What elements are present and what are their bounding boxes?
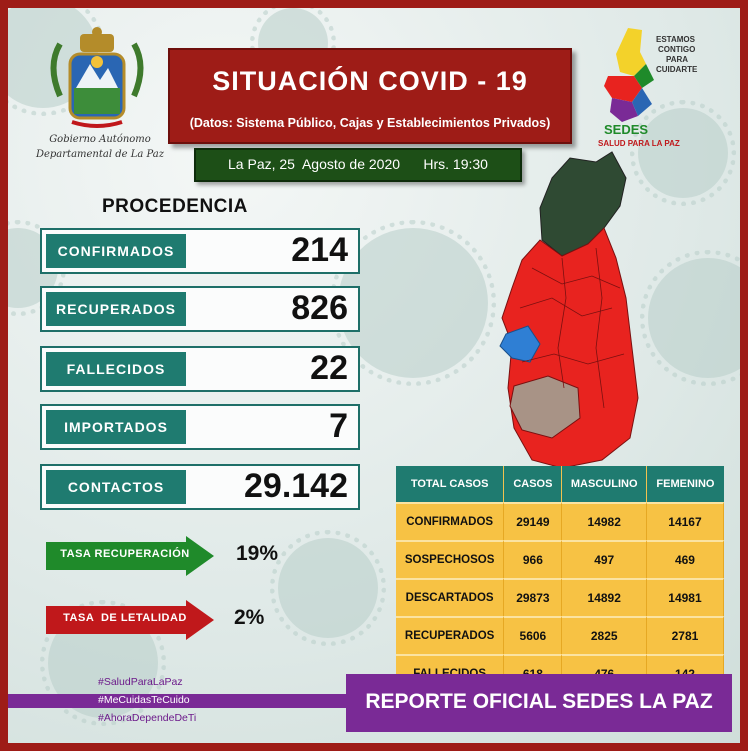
table-cell: 29873	[504, 578, 563, 616]
lethality-rate-arrow: TASA DE LETALIDAD	[46, 600, 216, 640]
arrow-right-icon	[46, 600, 214, 640]
crest-caption: Gobierno Autónomo Departamental de La Pa…	[30, 132, 170, 162]
sedes-tagline-2: CONTIGO	[658, 45, 695, 54]
sedes-logo-icon: ESTAMOS CONTIGO PARA CUIDARTE SEDES SALU…	[598, 28, 698, 148]
table-row: CONFIRMADOS 29149 14982 14167	[396, 502, 724, 540]
table-cell: 469	[646, 540, 724, 578]
crest-caption-line2: Departamental de La Paz	[35, 149, 165, 160]
page-subtitle: (Datos: Sistema Público, Cajas y Estable…	[189, 116, 551, 130]
virus-background-icon	[630, 100, 736, 206]
lethality-rate-label: TASA DE LETALIDAD	[63, 612, 187, 624]
stat-value: 22	[310, 349, 348, 387]
recovery-rate-arrow: TASA RECUPERACIÓN	[46, 536, 216, 576]
report-title: REPORTE OFICIAL SEDES LA PAZ	[365, 690, 713, 713]
table-cell: 497	[562, 540, 647, 578]
hashtag: #SaludParaLaPaz	[98, 676, 183, 688]
title-banner: SITUACIÓN COVID - 19 (Datos: Sistema Púb…	[168, 48, 572, 144]
la-paz-department-map	[499, 151, 639, 469]
table-cell: DESCARTADOS	[396, 578, 505, 616]
table-header-cell: MASCULINO	[562, 466, 647, 502]
arrow-right-icon	[46, 536, 214, 576]
stat-value: 29.142	[244, 467, 348, 505]
sedes-slogan: SALUD PARA LA PAZ	[598, 139, 680, 148]
crest-caption-line1: Gobierno Autónomo	[49, 134, 151, 145]
date-time-text: La Paz, 25 Agosto de 2020 Hrs. 19:30	[228, 156, 488, 172]
table-cell: 2825	[562, 616, 647, 654]
stat-value: 214	[291, 231, 348, 269]
table-header-cell: FEMENINO	[646, 466, 724, 502]
recovery-rate-label: TASA RECUPERACIÓN	[60, 548, 190, 560]
table-cell: 966	[504, 540, 563, 578]
stat-value: 7	[329, 407, 348, 445]
table-cell: 29149	[504, 502, 563, 540]
stat-importados: IMPORTADOS 7	[40, 404, 360, 450]
table-row: RECUPERADOS 5606 2825 2781	[396, 616, 724, 654]
table-header-row: TOTAL CASOS CASOS MASCULINO FEMENINO	[396, 466, 724, 502]
sedes-tagline-1: ESTAMOS	[656, 35, 696, 44]
table-cell: 14982	[562, 502, 647, 540]
government-crest-icon	[50, 27, 144, 128]
stat-label: RECUPERADOS	[46, 292, 186, 326]
table-cell: 14167	[646, 502, 724, 540]
sedes-name: SEDES	[604, 122, 648, 137]
table-header-cell: TOTAL CASOS	[396, 466, 505, 502]
hashtag-bar	[8, 694, 348, 708]
hashtag: #AhoraDependeDeTi	[98, 712, 197, 724]
table-row: DESCARTADOS 29873 14892 14981	[396, 578, 724, 616]
report-banner: REPORTE OFICIAL SEDES LA PAZ	[346, 674, 732, 732]
stat-fallecidos: FALLECIDOS 22	[40, 346, 360, 392]
table-cell: CONFIRMADOS	[396, 502, 505, 540]
stat-label: CONFIRMADOS	[46, 234, 186, 268]
table-cell: RECUPERADOS	[396, 616, 505, 654]
totals-table: TOTAL CASOS CASOS MASCULINO FEMENINO CON…	[396, 466, 724, 692]
table-cell: 2781	[646, 616, 724, 654]
virus-background-icon	[270, 530, 386, 646]
stat-contactos: CONTACTOS 29.142	[40, 464, 360, 510]
stat-recuperados: RECUPERADOS 826	[40, 286, 360, 332]
stat-confirmados: CONFIRMADOS 214	[40, 228, 360, 274]
sedes-tagline-3: PARA	[666, 55, 688, 64]
virus-background-icon	[330, 220, 496, 386]
table-header-cell: CASOS	[504, 466, 563, 502]
table-cell: 14892	[562, 578, 647, 616]
virus-background-icon	[640, 250, 740, 386]
table-row: SOSPECHOSOS 966 497 469	[396, 540, 724, 578]
hashtag: #MeCuidasTeCuido	[98, 694, 190, 706]
stat-label: CONTACTOS	[46, 470, 186, 504]
infographic-canvas: Gobierno Autónomo Departamental de La Pa…	[8, 8, 740, 743]
stat-value: 826	[291, 289, 348, 327]
sedes-tagline-4: CUIDARTE	[656, 65, 698, 74]
stat-label: FALLECIDOS	[46, 352, 186, 386]
table-cell: 5606	[504, 616, 563, 654]
recovery-rate-value: 19%	[236, 542, 279, 565]
lethality-rate-value: 2%	[234, 606, 265, 629]
page-title: SITUACIÓN COVID - 19	[212, 66, 528, 96]
table-cell: SOSPECHOSOS	[396, 540, 505, 578]
date-banner: La Paz, 25 Agosto de 2020 Hrs. 19:30	[194, 148, 522, 182]
stat-label: IMPORTADOS	[46, 410, 186, 444]
procedencia-title: PROCEDENCIA	[102, 196, 248, 217]
table-cell: 14981	[646, 578, 724, 616]
